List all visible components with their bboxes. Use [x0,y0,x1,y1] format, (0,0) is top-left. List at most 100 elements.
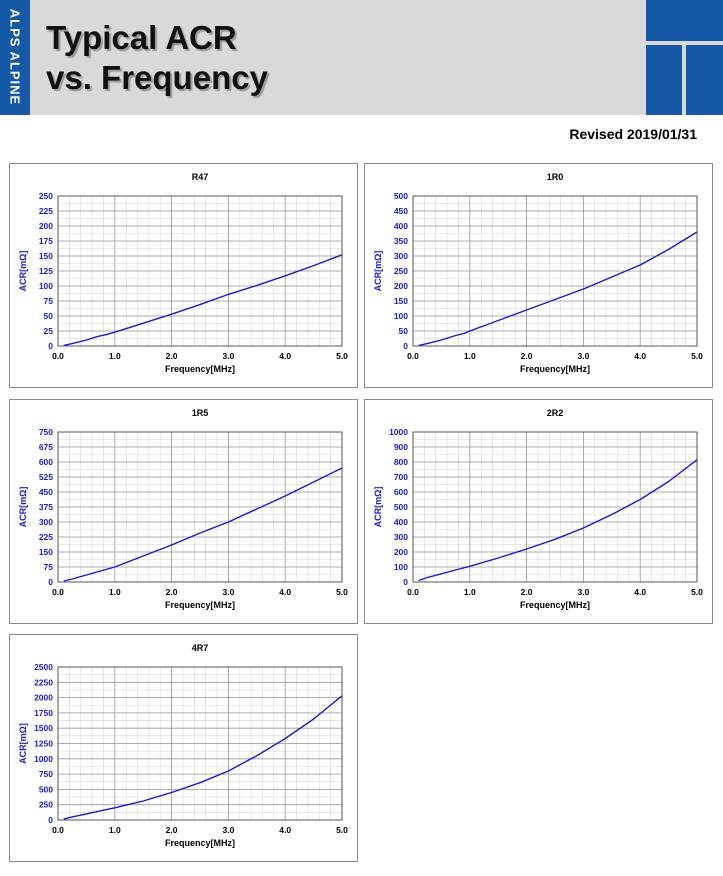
x-tick-label: 2.0 [166,587,178,597]
y-tick-label: 300 [394,532,408,542]
chart-r47: R47 0 25 50 75 100 125 150 175 200 225 250 0.0 1.0 2.0… [18,172,348,374]
x-tick-label: 2.0 [166,351,178,361]
x-tick-label: 1.0 [109,825,121,835]
plot-frame [57,195,343,347]
x-tick-label: 2.0 [166,825,178,835]
x-tick-label: 5.0 [336,825,348,835]
y-tick-label: 600 [394,487,408,497]
y-tick-label: 200 [39,221,53,231]
y-tick-label: 525 [39,472,53,482]
x-axis-label: Frequency[MHz] [165,364,235,374]
chart-4r7: 4R7 0 250 500 750 1000 1250 1500 1750 2000 2250 250… [18,643,348,848]
x-tick-label: 0.0 [407,587,419,597]
x-tick-label: 5.0 [691,351,703,361]
chart-panel-4r7: 4R7 0 250 500 750 1000 1250 1500 1750 2000 2250 250… [9,634,358,862]
chart-panel-1r5: 1R5 0 75 150 225 300 375 450 525 600 675 750 0.0 1.0 2… [9,399,358,624]
plot-frame [57,431,343,583]
page-header: ALPS ALPINE Typical ACR vs. Frequency [0,0,723,115]
x-tick-label: 3.0 [577,351,589,361]
header-decoration-block [686,45,723,115]
chart-1r5: 1R5 0 75 150 225 300 375 450 525 600 675 750 0.0 1.0 2… [18,408,348,610]
y-tick-label: 450 [394,206,408,216]
y-tick-label: 300 [394,251,408,261]
y-axis-label: ACR[mΩ] [373,251,383,292]
y-tick-label: 150 [394,296,408,306]
series-line-r47 [63,254,343,347]
y-tick-label: 250 [394,266,408,276]
x-axis-label: Frequency[MHz] [520,600,590,610]
y-tick-label: 225 [39,206,53,216]
x-tick-label: 5.0 [336,587,348,597]
y-tick-label: 675 [39,442,53,452]
x-tick-label: 1.0 [464,351,476,361]
plot-frame [412,431,698,583]
x-tick-label: 4.0 [279,587,291,597]
x-tick-label: 0.0 [407,351,419,361]
brand-logo-bar: ALPS ALPINE [0,0,30,115]
y-tick-label: 750 [39,427,53,437]
header-decoration-block [646,0,723,41]
y-tick-label: 800 [394,457,408,467]
y-tick-label: 1750 [34,708,53,718]
x-tick-label: 5.0 [336,351,348,361]
y-tick-label: 200 [394,281,408,291]
chart-title-r47: R47 [192,172,209,182]
y-tick-label: 250 [39,191,53,201]
y-tick-label: 750 [39,769,53,779]
y-tick-label: 1500 [34,723,53,733]
x-tick-label: 3.0 [222,825,234,835]
title-line-1: Typical ACR [46,19,237,56]
y-tick-label: 0 [48,815,53,825]
chart-1r0: 1R0 0 50 100 150 200 250 300 350 400 450 500 0.0 1.0 2… [373,172,703,374]
y-tick-label: 900 [394,442,408,452]
x-tick-label: 5.0 [691,587,703,597]
y-tick-label: 600 [39,457,53,467]
header-decoration-block [646,45,682,115]
chart-2r2: 2R2 0 100 200 300 400 500 600 700 800 900 1000 0.0 1.… [373,408,703,610]
y-tick-label: 200 [394,547,408,557]
chart-panel-2r2: 2R2 0 100 200 300 400 500 600 700 800 900 1000 0.0 1.… [364,399,713,624]
x-tick-label: 4.0 [634,587,646,597]
y-tick-label: 125 [39,266,53,276]
page-title: Typical ACR vs. Frequency [46,18,268,98]
series-line-1r5 [63,467,343,582]
y-tick-label: 100 [394,311,408,321]
y-axis-label: ACR[mΩ] [373,487,383,528]
x-tick-label: 1.0 [109,587,121,597]
y-tick-label: 0 [403,341,408,351]
y-tick-label: 50 [44,311,54,321]
y-tick-label: 100 [394,562,408,572]
x-tick-label: 0.0 [52,825,64,835]
y-tick-label: 0 [48,577,53,587]
series-line-1r0 [418,231,698,347]
chart-panel-1r0: 1R0 0 50 100 150 200 250 300 350 400 450 500 0.0 1.0 2… [364,163,713,388]
x-tick-label: 4.0 [279,825,291,835]
chart-title-2r2: 2R2 [547,408,564,418]
y-tick-label: 400 [394,517,408,527]
y-axis-label: ACR[mΩ] [18,251,28,292]
x-tick-label: 2.0 [521,351,533,361]
x-axis-label: Frequency[MHz] [165,600,235,610]
y-tick-label: 2500 [34,662,53,672]
x-tick-label: 3.0 [222,351,234,361]
x-axis-label: Frequency[MHz] [520,364,590,374]
revision-date: Revised 2019/01/31 [569,126,697,142]
y-tick-label: 1250 [34,739,53,749]
y-tick-label: 500 [39,784,53,794]
y-axis-label: ACR[mΩ] [18,487,28,528]
y-tick-label: 300 [39,517,53,527]
y-tick-label: 375 [39,502,53,512]
y-tick-label: 700 [394,472,408,482]
x-tick-label: 4.0 [279,351,291,361]
y-tick-label: 75 [44,296,54,306]
y-tick-label: 1000 [389,427,408,437]
y-tick-label: 225 [39,532,53,542]
x-tick-label: 2.0 [521,587,533,597]
y-tick-label: 500 [394,502,408,512]
y-tick-label: 0 [48,341,53,351]
y-tick-label: 2250 [34,677,53,687]
y-tick-label: 2000 [34,693,53,703]
chart-panel-r47: R47 0 25 50 75 100 125 150 175 200 225 250 0.0 1.0 2.0… [9,163,358,388]
y-tick-label: 150 [39,251,53,261]
chart-title-1r5: 1R5 [192,408,209,418]
